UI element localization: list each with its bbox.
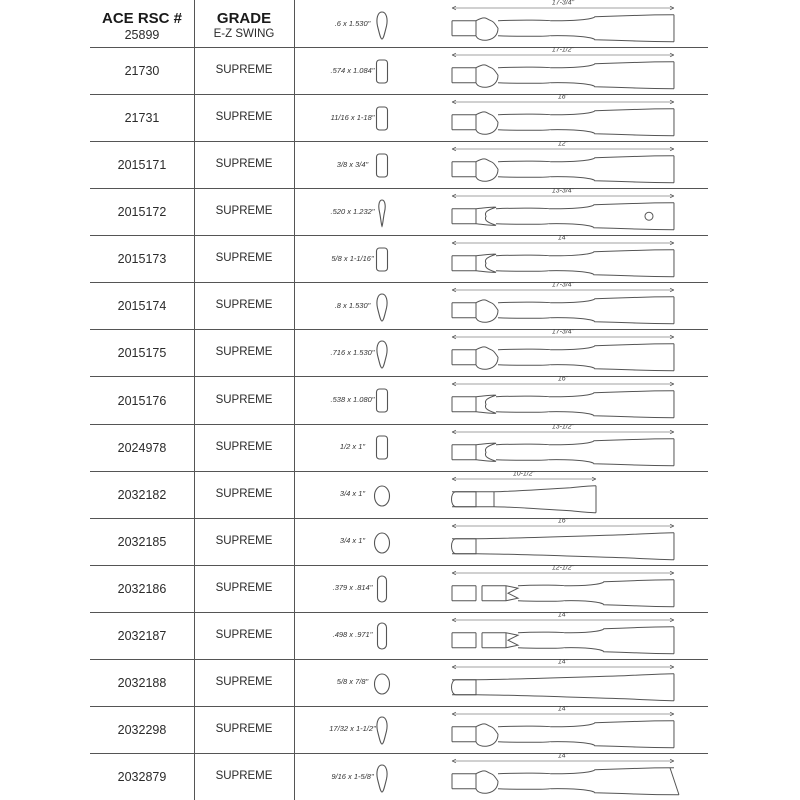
svg-text:17-3/4": 17-3/4" <box>552 329 575 335</box>
svg-text:13-1/2": 13-1/2" <box>552 424 575 430</box>
svg-text:10-1/2": 10-1/2" <box>513 471 536 477</box>
svg-text:12-1/2": 12-1/2" <box>552 565 575 571</box>
svg-text:13-3/4": 13-3/4" <box>552 188 575 194</box>
svg-text:14": 14" <box>558 659 569 665</box>
svg-text:14": 14" <box>558 612 569 618</box>
svg-text:14": 14" <box>558 235 569 241</box>
svg-text:17-3/4": 17-3/4" <box>552 0 575 6</box>
svg-text:16": 16" <box>558 376 569 382</box>
svg-text:17-1/2": 17-1/2" <box>552 47 575 53</box>
svg-text:14": 14" <box>558 706 569 712</box>
svg-text:12": 12" <box>558 141 569 147</box>
svg-text:18": 18" <box>558 94 569 100</box>
svg-text:17-3/4": 17-3/4" <box>552 282 575 288</box>
svg-text:16": 16" <box>558 518 569 524</box>
svg-text:14": 14" <box>558 753 569 759</box>
